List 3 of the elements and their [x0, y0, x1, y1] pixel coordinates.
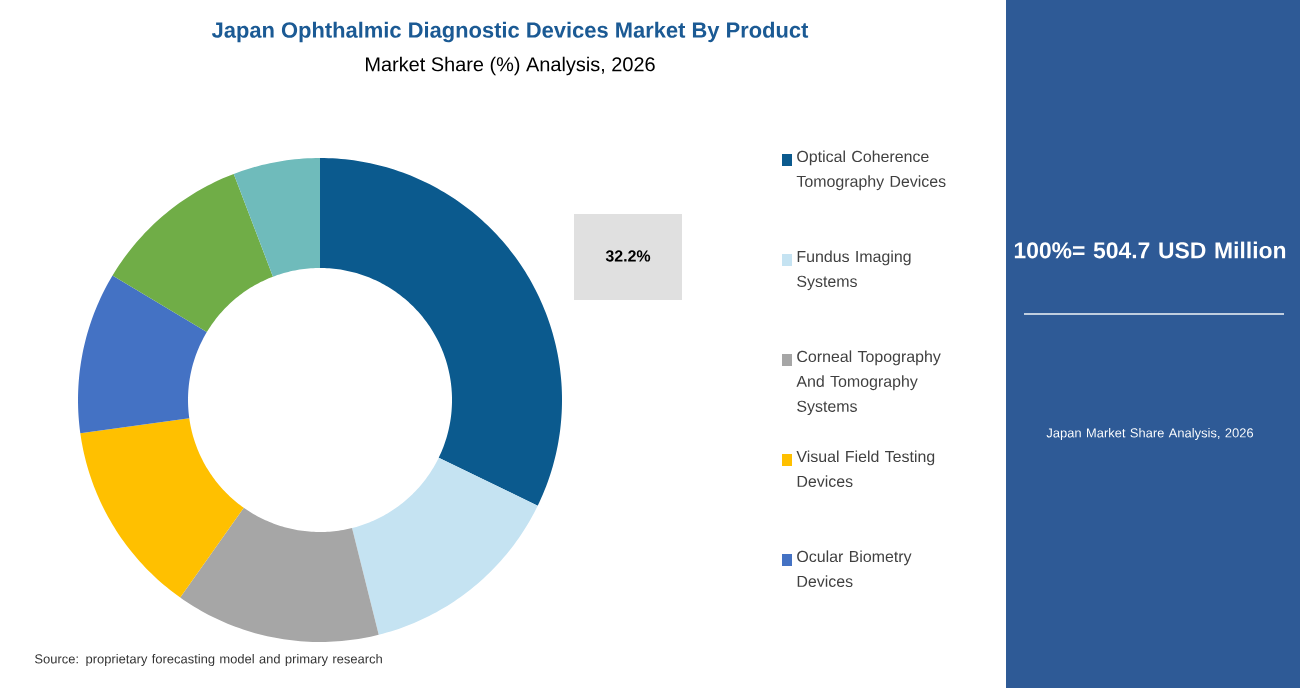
text: 100%= 504.7 USD Million	[1014, 241, 1286, 259]
chart-subtitle: Market Share (%) Analysis, 2026	[366, 56, 655, 76]
chart-title: Japan Ophthalmic Diagnostic Devices Market By Product	[211, 21, 809, 43]
